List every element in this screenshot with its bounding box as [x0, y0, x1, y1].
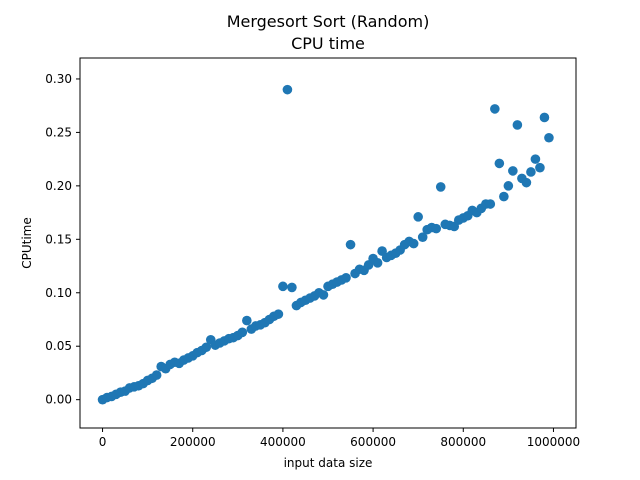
- data-point: [201, 342, 212, 353]
- data-point: [535, 162, 545, 173]
- data-point: [318, 290, 329, 300]
- data-point: [372, 258, 383, 268]
- data-point: [237, 327, 248, 338]
- data-point: [242, 315, 252, 326]
- data-point: [435, 182, 446, 192]
- chart-title-line2: CPU time: [291, 34, 365, 53]
- data-point: [490, 104, 500, 114]
- data-point: [503, 181, 514, 191]
- scatter-points: [97, 84, 554, 405]
- data-point: [278, 281, 288, 292]
- data-point: [508, 166, 518, 176]
- x-tick-label: 800000: [440, 435, 486, 449]
- x-axis-ticks: 0 200000 400000 600000 800000 1000000: [99, 428, 580, 449]
- x-tick-label: 600000: [350, 435, 396, 449]
- x-tick-label: 400000: [260, 435, 306, 449]
- data-point: [413, 212, 423, 222]
- x-tick-label: 0: [99, 435, 107, 449]
- data-point: [526, 167, 536, 177]
- y-tick-label: 0.20: [45, 179, 72, 193]
- data-point: [341, 273, 351, 283]
- y-tick-label: 0.15: [45, 232, 72, 246]
- data-point: [287, 282, 297, 293]
- data-point: [408, 238, 419, 249]
- data-point: [485, 199, 496, 209]
- data-point: [494, 158, 505, 169]
- y-tick-label: 0.30: [45, 72, 72, 86]
- x-tick-label: 200000: [170, 435, 216, 449]
- data-point: [282, 84, 293, 95]
- x-axis-label: input data size: [284, 456, 373, 470]
- data-point: [521, 177, 532, 188]
- y-axis-label: CPUtime: [20, 217, 34, 269]
- y-tick-label: 0.10: [45, 286, 72, 300]
- chart-title-line1: Mergesort Sort (Random): [227, 12, 430, 31]
- y-tick-label: 0.25: [45, 125, 72, 139]
- data-point: [544, 132, 554, 143]
- data-point: [499, 191, 509, 202]
- y-tick-label: 0.05: [45, 339, 72, 353]
- data-point: [417, 232, 428, 242]
- x-tick-label: 1000000: [527, 435, 580, 449]
- data-point: [345, 239, 356, 250]
- y-axis-ticks: 0.00 0.05 0.10 0.15 0.20 0.25 0.30: [45, 72, 80, 407]
- data-point: [530, 154, 541, 164]
- data-point: [151, 370, 162, 380]
- data-point: [512, 120, 523, 130]
- plot-frame: [79, 57, 577, 429]
- data-point: [539, 112, 550, 123]
- data-point: [431, 223, 442, 234]
- data-point: [273, 309, 284, 319]
- y-tick-label: 0.00: [45, 393, 72, 407]
